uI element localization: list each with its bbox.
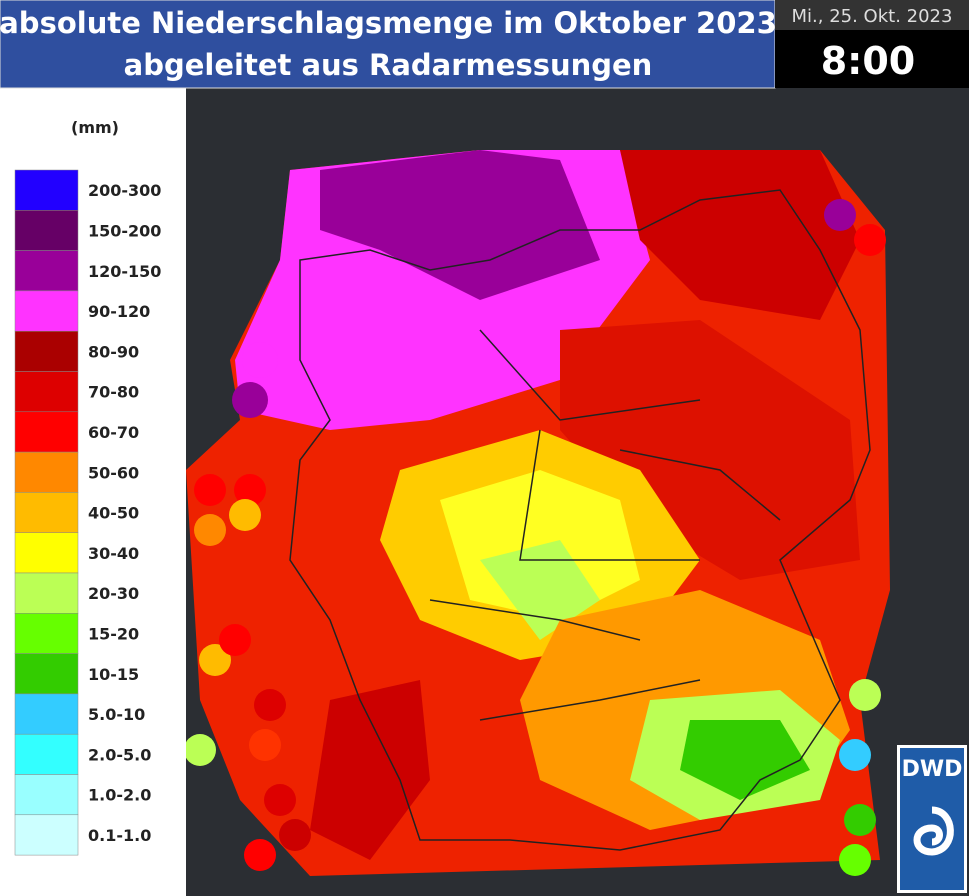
legend-label: 80-90 bbox=[88, 342, 139, 361]
dwd-logo: DWD bbox=[897, 745, 967, 893]
legend-swatch bbox=[14, 169, 79, 211]
legend-swatch bbox=[14, 693, 79, 735]
legend-label: 20-30 bbox=[88, 584, 139, 603]
legend-swatch bbox=[14, 210, 79, 251]
precipitation-field bbox=[186, 150, 890, 876]
legend-label: 50-60 bbox=[88, 463, 139, 482]
title-line: abgeleitet aus Radarmessungen bbox=[124, 48, 653, 82]
legend-label: 40-50 bbox=[88, 504, 139, 523]
legend-label: 70-80 bbox=[88, 383, 139, 402]
time: 8:00 bbox=[821, 39, 916, 83]
date: Mi., 25. Okt. 2023 bbox=[792, 6, 953, 27]
title-line: absolute Niederschlagsmenge im Oktober 2… bbox=[0, 6, 777, 40]
legend-swatch bbox=[14, 290, 79, 332]
legend-label: 30-40 bbox=[88, 544, 139, 563]
legend-swatch bbox=[14, 814, 79, 856]
legend-label: 90-120 bbox=[88, 302, 150, 321]
logo-text: DWD bbox=[902, 757, 963, 782]
legend-swatch bbox=[14, 411, 79, 453]
legend-swatch bbox=[14, 451, 79, 493]
legend-label: 150-200 bbox=[88, 221, 161, 240]
legend-swatch bbox=[14, 774, 79, 816]
legend-label: 2.0-5.0 bbox=[88, 745, 151, 764]
legend-label: 120-150 bbox=[88, 262, 161, 281]
legend-label: 60-70 bbox=[88, 423, 139, 442]
legend-label: 10-15 bbox=[88, 665, 139, 684]
legend-swatch bbox=[14, 250, 79, 292]
legend-label: 200-300 bbox=[88, 181, 161, 200]
date-box bbox=[775, 0, 969, 30]
legend-swatch bbox=[14, 572, 79, 614]
legend-swatch bbox=[14, 613, 79, 654]
legend: 200-300 150-200 120-150 90-120 80-90 70-80 60-… bbox=[14, 169, 161, 856]
legend-swatch bbox=[14, 492, 79, 533]
legend-swatch bbox=[14, 330, 79, 372]
legend-swatch bbox=[14, 653, 79, 695]
title-box bbox=[0, 0, 776, 89]
legend-swatch bbox=[14, 532, 79, 574]
time-box bbox=[775, 30, 969, 88]
legend-swatch bbox=[14, 733, 79, 775]
legend-label: 1.0-2.0 bbox=[88, 786, 151, 805]
legend-unit: (mm) bbox=[71, 118, 119, 137]
legend-label: 5.0-10 bbox=[88, 705, 145, 724]
legend-label: 0.1-1.0 bbox=[88, 826, 151, 845]
legend-swatch bbox=[14, 371, 79, 413]
legend-label: 15-20 bbox=[88, 624, 139, 643]
